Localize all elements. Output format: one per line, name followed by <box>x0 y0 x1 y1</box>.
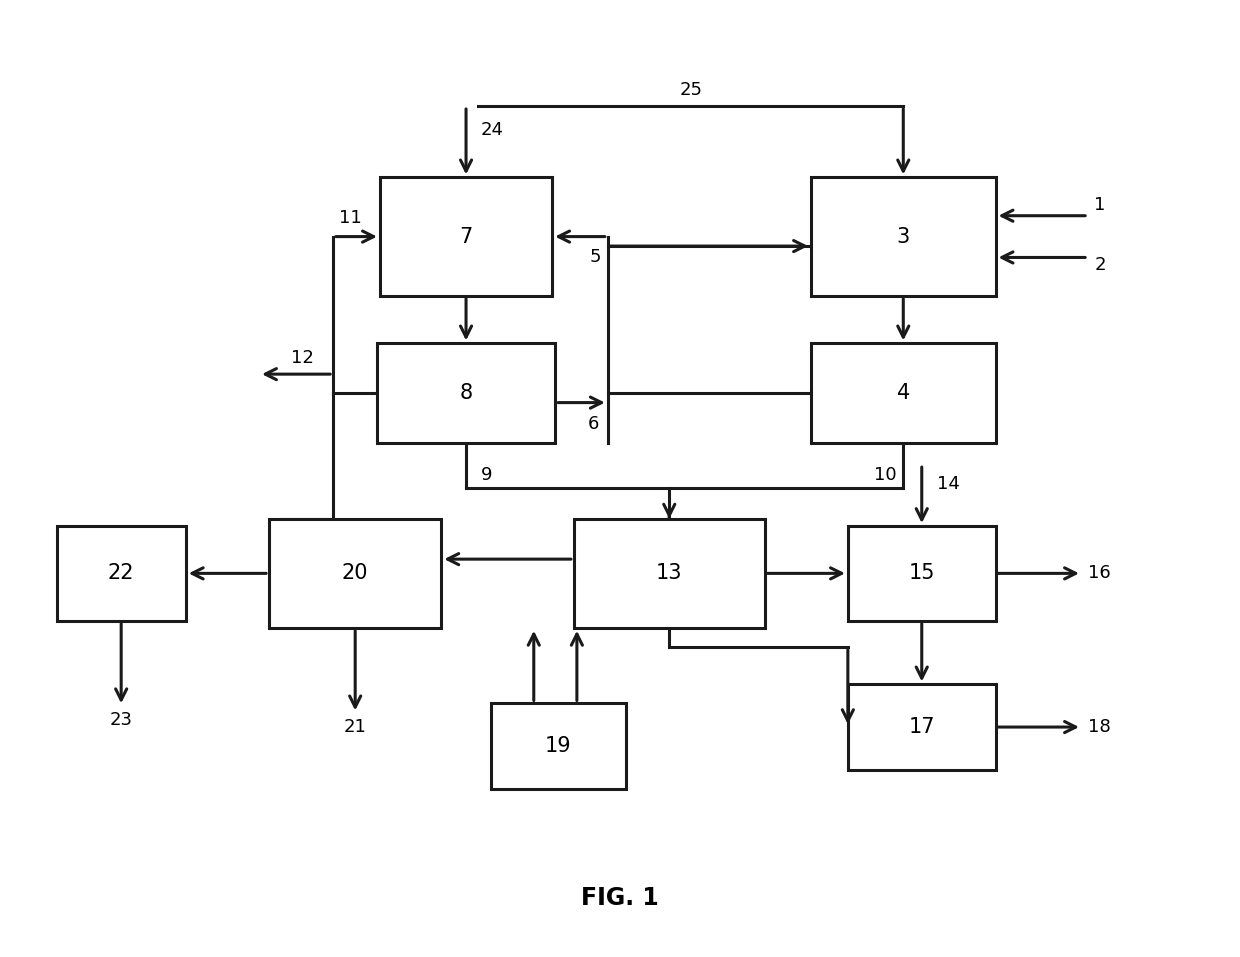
Bar <box>57 526 186 621</box>
Text: 18: 18 <box>1087 718 1111 736</box>
Text: 3: 3 <box>897 227 910 247</box>
Text: FIG. 1: FIG. 1 <box>582 886 658 910</box>
Text: 20: 20 <box>342 564 368 584</box>
Text: 19: 19 <box>546 736 572 756</box>
Text: 2: 2 <box>1094 256 1106 274</box>
Text: 12: 12 <box>291 348 314 367</box>
Text: 21: 21 <box>343 718 367 736</box>
Text: 15: 15 <box>909 564 935 584</box>
Text: 14: 14 <box>936 475 960 493</box>
Bar <box>848 684 996 769</box>
Text: 8: 8 <box>460 383 472 403</box>
Text: 6: 6 <box>588 415 599 433</box>
Bar <box>811 177 996 296</box>
Bar <box>491 703 626 789</box>
Text: 25: 25 <box>680 80 702 99</box>
Text: 7: 7 <box>459 227 472 247</box>
Bar <box>269 519 441 628</box>
Text: 24: 24 <box>481 122 503 140</box>
Bar <box>574 519 765 628</box>
Bar <box>848 526 996 621</box>
Text: 11: 11 <box>340 209 362 227</box>
Text: 13: 13 <box>656 564 682 584</box>
Text: 23: 23 <box>109 711 133 729</box>
Text: 4: 4 <box>897 383 910 403</box>
Bar <box>379 177 552 296</box>
Text: 22: 22 <box>108 564 134 584</box>
Text: 17: 17 <box>909 717 935 737</box>
Text: 1: 1 <box>1094 196 1106 213</box>
Text: 9: 9 <box>481 466 492 483</box>
Text: 10: 10 <box>874 466 897 483</box>
Text: 5: 5 <box>590 248 601 266</box>
Bar <box>377 344 556 443</box>
Bar <box>811 344 996 443</box>
Text: 16: 16 <box>1087 565 1111 583</box>
